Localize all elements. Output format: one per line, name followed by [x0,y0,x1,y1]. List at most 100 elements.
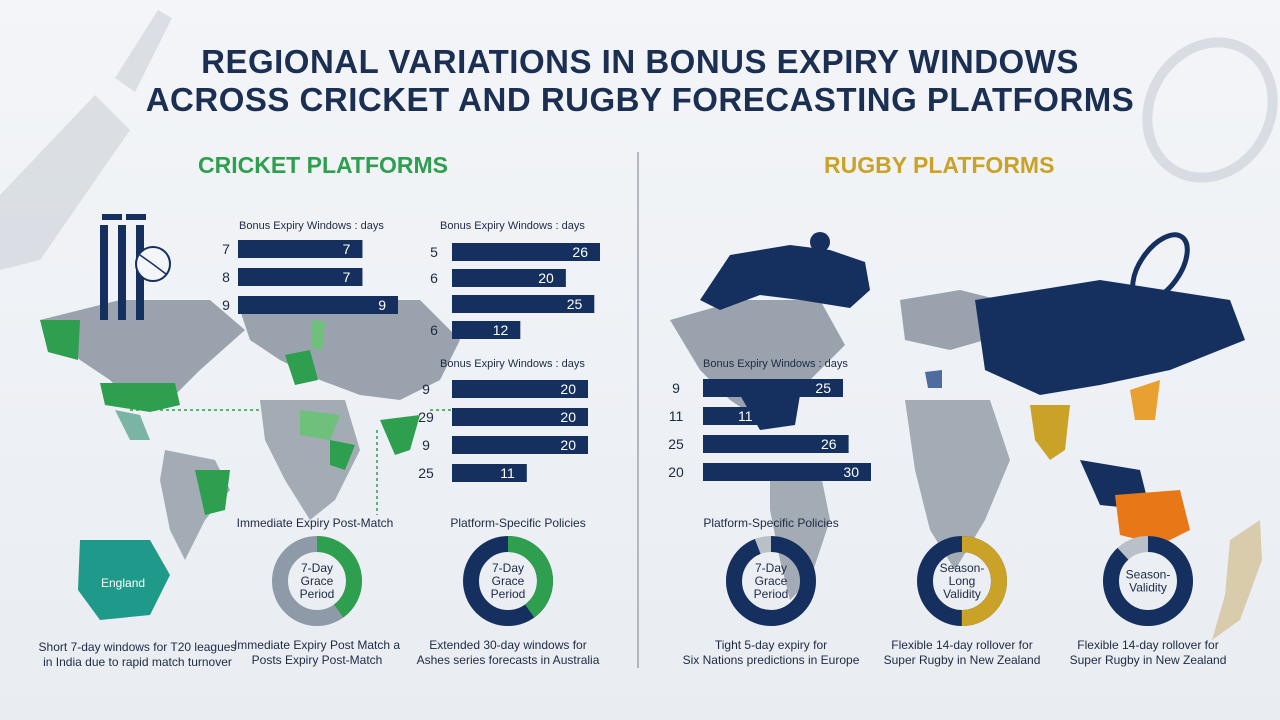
value-label: 20 [560,381,576,397]
category-label: 9 [422,381,430,397]
chart-subtitle: Bonus Expiry Windows : days [440,220,585,232]
donut-center-label: 7-Day [301,561,333,575]
value-label: 9 [378,297,386,313]
category-label: 25 [668,436,684,452]
donut-fill-arc [463,536,553,626]
bar [452,464,527,482]
donut-center-label: Long [949,574,976,588]
category-label: 11 [669,408,684,424]
category-label: 6 [430,270,438,286]
title-line-1: REGIONAL VARIATIONS IN BONUS EXPIRY WIND… [201,43,1079,80]
bar [703,463,871,481]
donut-center-label: 7-Day [755,561,787,575]
bar-chart-1: Bonus Expiry Windows : days 7 7 8 7 9 9 [222,220,398,314]
bar [703,435,849,453]
value-label: 20 [560,409,576,425]
category-label: 29 [418,409,434,425]
cricket-ball-icon [135,246,171,282]
donut-caption: Ashes series forecasts in Australia [417,653,600,667]
donut-fill-arc [917,536,1007,626]
donut-caption: Six Nations predictions in Europe [683,653,860,667]
category-label: 9 [672,380,680,396]
left-caption-line-2: in India due to rapid match turnover [43,655,232,669]
rugby-scrum-icon [700,232,870,310]
donut-caption: Super Rugby in New Zealand [1070,653,1227,667]
bar [452,380,588,398]
donut-caption: Flexible 14-day rollover for [891,638,1032,652]
donut-caption: Extended 30-day windows for [429,638,586,652]
value-label: 7 [343,241,351,257]
donut-caption: Immediate Expiry Post Match a [234,638,400,652]
category-label: 7 [222,241,230,257]
donut-center-label: Period [491,587,526,601]
bar [452,295,595,313]
chart-subtitle: Bonus Expiry Windows : days [703,358,848,370]
bar-chart-3: Bonus Expiry Windows : days 9 20 29 20 9 20 25 1… [418,358,588,482]
value-label: 12 [493,322,509,338]
category-label: 9 [422,437,430,453]
donut-center-label: Season- [1126,568,1171,582]
value-label: 25 [567,296,583,312]
bar [452,408,588,426]
category-label: 25 [418,465,434,481]
bar [238,268,363,286]
donut-chart-5: Season-Validity Flexible 14-day rollover … [1070,536,1227,667]
donut-center-label: 7-Day [492,561,524,575]
value-label: 25 [815,380,831,396]
category-label: 9 [222,297,230,313]
value-label: 26 [572,244,588,260]
donut-center-label: Grace [301,574,334,588]
rugby-ball-icon [1142,37,1278,183]
cricket-bat-icon [0,10,172,270]
donut-caption: Tight 5-day expiry for [715,638,827,652]
bar [703,379,843,397]
donut-caption: Flexible 14-day rollover for [1077,638,1218,652]
donut-center-label: Period [754,587,789,601]
bar [703,407,765,425]
chart-subtitle: Bonus Expiry Windows : days [440,358,585,370]
cricket-world-map [40,300,460,620]
category-label: 20 [668,464,684,480]
bar [238,296,398,314]
value-label: 7 [343,269,351,285]
bar [238,240,363,258]
value-label: 26 [821,436,837,452]
donut-center-label: Validity [1129,581,1167,595]
category-label: 5 [430,244,438,260]
title-line-2: ACROSS CRICKET AND RUGBY FORECASTING PLA… [145,81,1135,118]
value-label: 30 [843,464,859,480]
donut-heading: Platform-Specific Policies [450,516,585,530]
left-caption: Short 7-day windows for T20 leagues in I… [30,640,245,670]
donut-fill-arc [1103,536,1193,626]
donut-center-label: Period [300,587,335,601]
donut-center-label: Grace [755,574,788,588]
rugby-world-map [670,280,1262,640]
rugby-header: RUGBY PLATFORMS [824,152,1055,178]
value-label: 20 [560,437,576,453]
bar [452,321,521,339]
bar [452,436,588,454]
value-label: 11 [500,465,515,481]
category-label: 6 [430,322,438,338]
bar [452,269,566,287]
donut-heading: Platform-Specific Policies [703,516,838,530]
value-label: 20 [538,270,554,286]
donut-caption: Posts Expiry Post-Match [252,653,383,667]
donut-caption: Super Rugby in New Zealand [884,653,1041,667]
category-label: 8 [222,269,230,285]
bar-chart-4: Bonus Expiry Windows : days 9 25 11 11 25 26 20… [668,358,871,481]
value-label: 11 [738,408,753,424]
donut-center-label: Grace [492,574,525,588]
bar [452,243,600,261]
donut-fill-arc [272,536,362,626]
donut-center-label: Validity [943,587,981,601]
left-caption-line-1: Short 7-day windows for T20 leagues [38,640,237,654]
donut-heading: Immediate Expiry Post-Match [237,516,394,530]
donut-center-label: Season- [940,561,985,575]
